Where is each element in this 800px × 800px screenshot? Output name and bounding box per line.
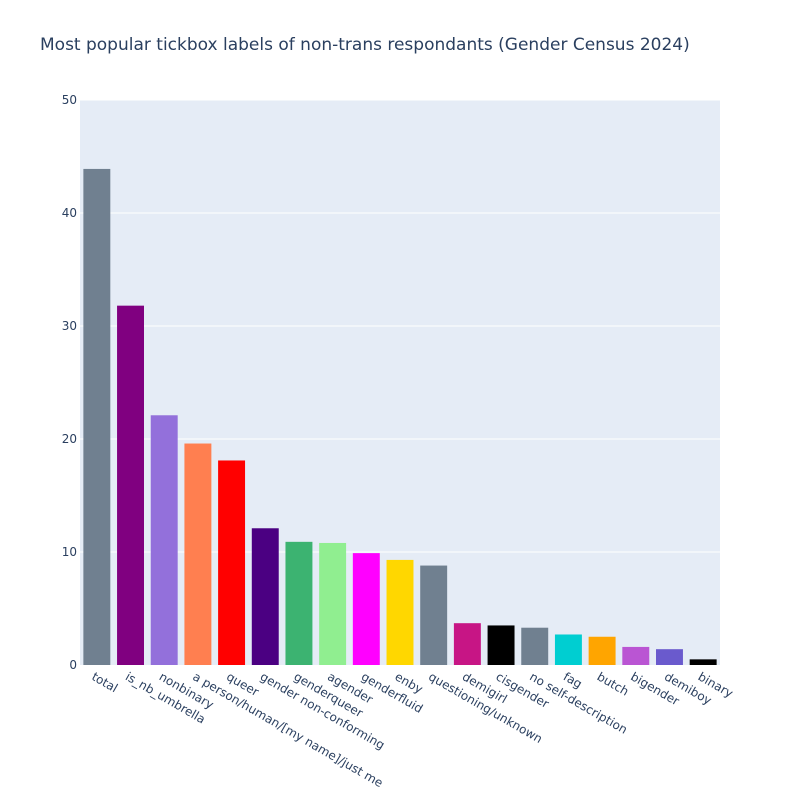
y-tick-label: 20 (62, 432, 77, 446)
bar (83, 168, 111, 665)
bar (420, 565, 448, 665)
bar (251, 528, 279, 665)
bar (218, 460, 246, 665)
bar (521, 627, 549, 665)
y-tick-label: 50 (62, 93, 77, 107)
chart-title: Most popular tickbox labels of non-trans… (40, 35, 690, 55)
y-tick-label: 0 (69, 658, 77, 672)
bar (319, 542, 347, 665)
bar (285, 541, 313, 665)
bar (386, 559, 414, 665)
bar (554, 634, 582, 665)
x-tick-label: butch (595, 669, 632, 698)
bar (656, 649, 683, 665)
bar (352, 553, 380, 665)
bar (184, 443, 212, 665)
bar (487, 625, 515, 665)
bars (83, 168, 717, 665)
bar (453, 623, 481, 665)
bar (588, 636, 616, 665)
y-axis-ticks: 0 10 20 30 40 50 (62, 93, 77, 672)
y-tick-label: 10 (62, 545, 77, 559)
bar (689, 659, 717, 665)
y-tick-label: 30 (62, 319, 77, 333)
y-tick-label: 40 (62, 206, 77, 220)
x-tick-label: total (89, 669, 120, 695)
bar (622, 646, 650, 665)
bar (117, 305, 144, 665)
bar (150, 415, 178, 665)
